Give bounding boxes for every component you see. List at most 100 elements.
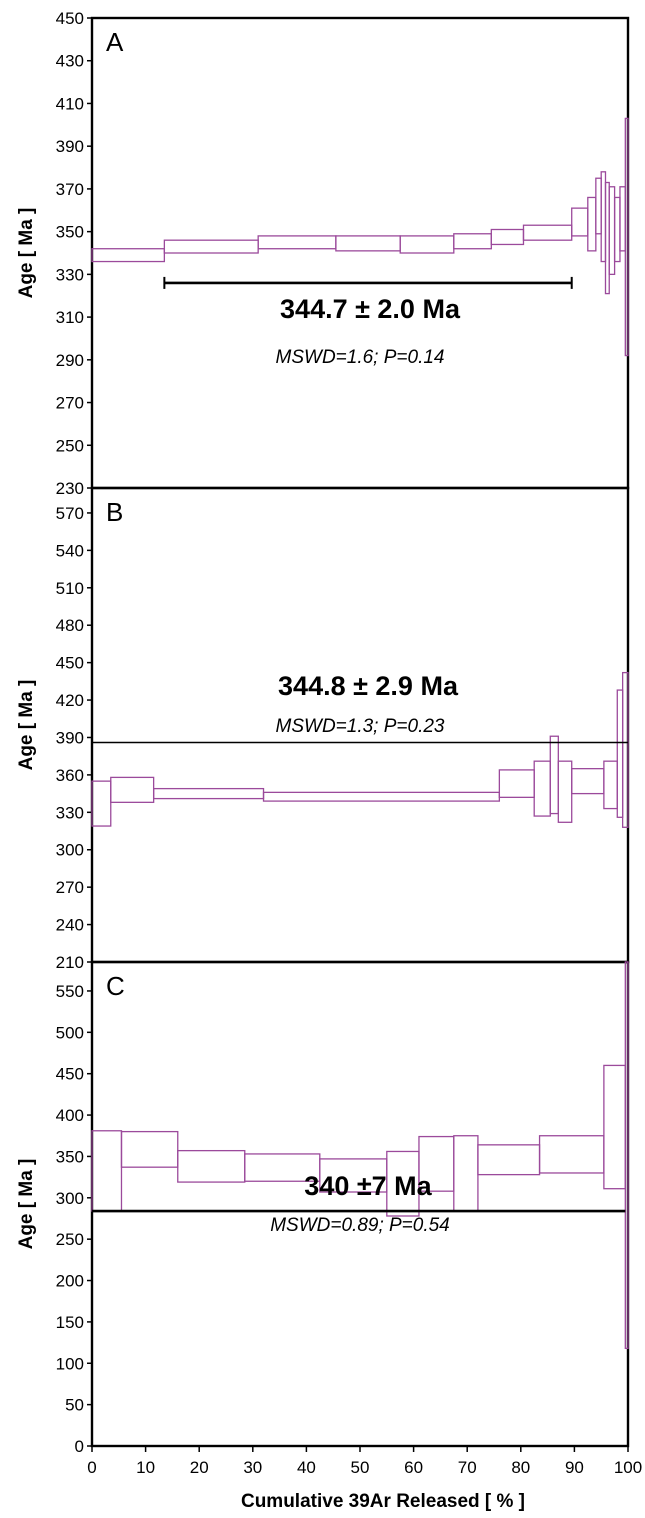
y-tick-label: 400 — [56, 1106, 84, 1125]
y-tick-label: 540 — [56, 541, 84, 560]
x-tick-label: 80 — [511, 1458, 530, 1477]
step-box — [399, 235, 455, 254]
y-tick-label: 300 — [56, 841, 84, 860]
y-tick-label: 290 — [56, 351, 84, 370]
plateau-age: 344.8 ± 2.9 Ma — [278, 671, 459, 701]
step-box — [262, 791, 501, 802]
panel-label: B — [106, 497, 123, 527]
y-tick-label: 0 — [75, 1437, 84, 1456]
step-box — [453, 233, 492, 250]
step-box — [621, 671, 629, 828]
x-tick-label: 100 — [614, 1458, 642, 1477]
step-box — [110, 776, 155, 803]
y-tick-label: 350 — [56, 1147, 84, 1166]
step-box — [522, 224, 573, 241]
y-tick-label: 390 — [56, 137, 84, 156]
y-tick-label: 270 — [56, 394, 84, 413]
y-tick-label: 450 — [56, 1065, 84, 1084]
y-tick-label: 480 — [56, 616, 84, 635]
y-tick-label: 250 — [56, 436, 84, 455]
y-tick-label: 150 — [56, 1313, 84, 1332]
y-tick-label: 500 — [56, 1023, 84, 1042]
y-tick-label: 550 — [56, 982, 84, 1001]
x-tick-label: 40 — [297, 1458, 316, 1477]
panel-b: 210 240 270 300 330 360 390 420 450 480 510 540 570 A… — [16, 486, 630, 972]
step-box — [613, 196, 621, 263]
step-box — [177, 1149, 246, 1183]
x-tick-label: 50 — [351, 1458, 370, 1477]
panel-a: 230 250 270 290 310 330 350 370 390 410 430 450 Age … — [16, 9, 630, 498]
step-box — [91, 248, 166, 263]
step-box — [608, 186, 616, 276]
y-tick-label: 270 — [56, 878, 84, 897]
x-tick-label: 0 — [87, 1458, 96, 1477]
step-box — [603, 760, 618, 810]
y-tick-label: 430 — [56, 52, 84, 71]
step-box — [619, 186, 626, 252]
step-box — [538, 1135, 605, 1174]
y-tick-label: 310 — [56, 308, 84, 327]
step-box — [624, 117, 629, 357]
y-tick-label: 200 — [56, 1272, 84, 1291]
step-box — [453, 1135, 479, 1212]
y-tick-label: 510 — [56, 579, 84, 598]
panel-frame — [90, 960, 630, 1448]
plateau-age: 340 ±7 Ma — [304, 1171, 432, 1201]
panel-label: C — [106, 971, 125, 1001]
panel-label: A — [106, 27, 124, 57]
step-box — [490, 228, 525, 246]
step-box — [335, 235, 401, 252]
y-tick-label: 210 — [56, 953, 84, 972]
step-box — [152, 787, 265, 800]
y-tick-label: 450 — [56, 9, 84, 28]
plateau-stats: MSWD=1.6; P=0.14 — [276, 347, 445, 368]
y-tick-label: 570 — [56, 504, 84, 523]
y-tick-label: 230 — [56, 479, 84, 498]
step-box — [624, 961, 629, 1350]
x-tick-label: 60 — [404, 1458, 423, 1477]
x-tick-label: 30 — [243, 1458, 262, 1477]
y-tick-label: 410 — [56, 94, 84, 113]
y-axis-label: Age [ Ma ] — [16, 680, 37, 771]
y-tick-label: 100 — [56, 1354, 84, 1373]
step-box — [120, 1130, 179, 1168]
plateau-age: 344.7 ± 2.0 Ma — [280, 294, 461, 324]
x-tick-label: 10 — [136, 1458, 155, 1477]
y-tick-label: 360 — [56, 766, 84, 785]
step-box — [571, 207, 589, 237]
plateau-stats: MSWD=0.89; P=0.54 — [270, 1215, 450, 1236]
y-tick-label: 350 — [56, 223, 84, 242]
step-box — [477, 1144, 541, 1176]
x-axis-label: Cumulative 39Ar Released [ % ] — [241, 1491, 525, 1512]
y-tick-label: 50 — [65, 1396, 84, 1415]
step-box — [587, 196, 597, 252]
step-box — [549, 735, 559, 815]
step-box — [257, 235, 337, 250]
y-axis-label: Age [ Ma ] — [16, 208, 37, 299]
step-box — [603, 1064, 626, 1190]
step-box — [91, 1130, 123, 1212]
panel-c: 0 50 100 150 200 250 300 350 400 450 500 550 Age [ M… — [16, 960, 630, 1456]
step-box — [595, 177, 602, 235]
y-tick-label: 330 — [56, 803, 84, 822]
step-box — [498, 769, 535, 798]
y-tick-label: 250 — [56, 1230, 84, 1249]
y-tick-label: 330 — [56, 265, 84, 284]
y-tick-label: 450 — [56, 654, 84, 673]
step-box — [91, 780, 112, 827]
plateau-stats: MSWD=1.3; P=0.23 — [276, 716, 445, 737]
step-box — [616, 689, 624, 818]
x-axis: 0 10 20 30 40 50 60 70 80 90 100 — [87, 1446, 642, 1477]
y-tick-label: 240 — [56, 916, 84, 935]
y-tick-label: 390 — [56, 728, 84, 747]
x-tick-label: 70 — [458, 1458, 477, 1477]
y-tick-label: 420 — [56, 691, 84, 710]
step-box — [533, 760, 551, 817]
x-tick-label: 90 — [565, 1458, 584, 1477]
y-tick-label: 300 — [56, 1189, 84, 1208]
step-box — [571, 768, 605, 795]
x-tick-label: 20 — [190, 1458, 209, 1477]
y-axis-label: Age [ Ma ] — [16, 1159, 37, 1250]
step-box — [163, 239, 259, 254]
